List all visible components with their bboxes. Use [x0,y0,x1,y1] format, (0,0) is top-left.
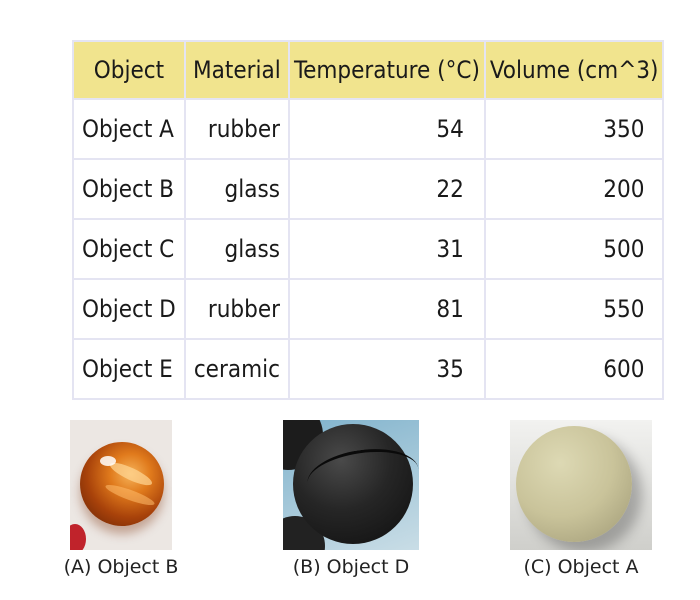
answer-choice-b[interactable]: (B) Object D [280,420,422,578]
table-row: Object D rubber 81 550 [72,278,665,340]
cell-material: glass [183,218,290,280]
cell-object: Object C [72,218,186,280]
table-header-temperature: Temperature (°C) [287,40,486,100]
choice-a-label: (A) Object B [63,556,179,578]
marble-highlight [100,456,116,466]
cell-temperature: 35 [287,338,486,400]
ceramic-ball-image [510,420,652,550]
cell-material: rubber [183,98,290,160]
choice-c-label: (C) Object A [523,556,639,578]
ceramic-ball-sphere [516,426,632,542]
answer-choice-c[interactable]: (C) Object A [508,420,654,578]
cell-material: glass [183,158,290,220]
table-row: Object E ceramic 35 600 [72,338,665,400]
cell-object: Object B [72,158,186,220]
data-table: Object Material Temperature (°C) Volume … [72,40,665,400]
cell-temperature: 22 [287,158,486,220]
table-header-row: Object Material Temperature (°C) Volume … [72,40,665,100]
cell-material: ceramic [183,338,290,400]
table-row: Object C glass 31 500 [72,218,665,280]
cell-object: Object E [72,338,186,400]
glass-marble-image [70,420,172,550]
cell-material: rubber [183,278,290,340]
table-header-material: Material [183,40,290,100]
marble-sphere [80,442,164,526]
table-header-volume: Volume (cm^3) [483,40,665,100]
answer-choice-a[interactable]: (A) Object B [56,420,186,578]
cell-volume: 500 [483,218,665,280]
rubber-ball-seam [303,442,419,511]
cell-temperature: 54 [287,98,486,160]
cell-temperature: 31 [287,218,486,280]
cell-object: Object A [72,98,186,160]
table-row: Object B glass 22 200 [72,158,665,220]
rubber-ball-sphere [293,424,419,544]
cell-volume: 200 [483,158,665,220]
cell-volume: 600 [483,338,665,400]
cell-volume: 550 [483,278,665,340]
rubber-ball-image [283,420,419,550]
table-row: Object A rubber 54 350 [72,98,665,160]
cell-object: Object D [72,278,186,340]
cell-temperature: 81 [287,278,486,340]
choice-b-label: (B) Object D [292,556,410,578]
marble-red-corner [70,524,86,550]
cell-volume: 350 [483,98,665,160]
table-header-object: Object [72,40,186,100]
